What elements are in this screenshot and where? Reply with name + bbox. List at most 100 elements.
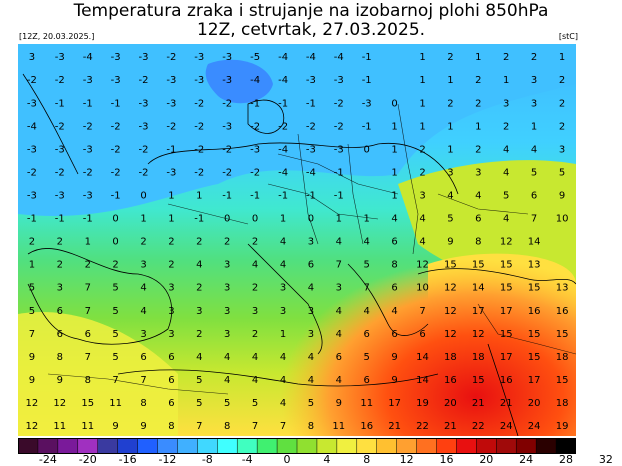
grid-value: 8	[224, 421, 230, 432]
grid-value: -2	[111, 144, 121, 155]
grid-value: 2	[503, 121, 509, 132]
grid-value: 6	[168, 398, 174, 409]
grid-value: 3	[419, 191, 425, 202]
temperature-map: 3 -3 -4 -3 -3 -2 -3 -3 -5 -4 -4 -4 -1 1 2 1 2 2 1-2 -2 -3 -3-…	[18, 44, 576, 436]
grid-value: -3	[111, 52, 121, 63]
grid-value: 1	[168, 191, 174, 202]
grid-value: 19	[416, 398, 429, 409]
grid-value: 9	[29, 352, 35, 363]
grid-value: -1	[278, 191, 288, 202]
grid-value: -1	[334, 191, 344, 202]
grid-value: -2	[334, 121, 344, 132]
grid-value: 4	[419, 237, 425, 248]
grid-value: 4	[280, 375, 286, 386]
grid-value: -4	[278, 167, 288, 178]
grid-value: 17	[500, 352, 513, 363]
grid-value: 4	[308, 375, 314, 386]
grid-value: 15	[528, 352, 541, 363]
grid-value: 14	[416, 352, 429, 363]
color-scale-cell	[296, 438, 318, 454]
grid-value: 2	[419, 167, 425, 178]
grid-value: 3	[224, 260, 230, 271]
grid-value: -1	[111, 98, 121, 109]
color-scale-cell	[496, 438, 517, 454]
grid-value: 2	[252, 283, 258, 294]
grid-value: 6	[531, 191, 537, 202]
grid-value: -4	[83, 52, 93, 63]
grid-value: 3	[29, 52, 35, 63]
grid-value: 3	[308, 329, 314, 340]
color-scale-cell	[57, 438, 79, 454]
grid-value: 0	[252, 214, 258, 225]
grid-value: 1	[559, 52, 565, 63]
grid-value: 2	[196, 329, 202, 340]
color-scale-cell	[137, 438, 159, 454]
grid-value: 2	[252, 329, 258, 340]
grid-value: -1	[250, 191, 260, 202]
grid-value: 4	[447, 191, 453, 202]
grid-value: -4	[27, 121, 37, 132]
grid-value: 15	[500, 260, 513, 271]
grid-value: 2	[29, 237, 35, 248]
grid-value: 16	[556, 306, 569, 317]
grid-value: 1	[85, 237, 91, 248]
grid-value: 4	[475, 191, 481, 202]
color-scale-cell	[117, 438, 139, 454]
grid-value: 6	[391, 329, 397, 340]
grid-value: 2	[475, 144, 481, 155]
grid-value: -2	[111, 121, 121, 132]
unit-label: [stC]	[558, 32, 578, 41]
grid-value: 8	[308, 421, 314, 432]
grid-value: 15	[528, 329, 541, 340]
color-scale-cell	[376, 438, 398, 454]
grid-value: 0	[112, 214, 118, 225]
color-scale-bar	[18, 438, 576, 454]
grid-value: -3	[27, 144, 37, 155]
grid-value: 1	[196, 191, 202, 202]
grid-value: 2	[168, 260, 174, 271]
grid-value: 13	[528, 260, 541, 271]
grid-value: 2	[112, 260, 118, 271]
grid-value: 6	[57, 306, 63, 317]
grid-value: -2	[222, 98, 232, 109]
grid-value: 21	[388, 421, 401, 432]
grid-value: 5	[559, 167, 565, 178]
grid-value: 3	[503, 98, 509, 109]
grid-value: 4	[140, 283, 146, 294]
grid-value: -3	[139, 121, 149, 132]
grid-value: -4	[306, 167, 316, 178]
color-scale-tick-label: -16	[118, 453, 137, 466]
grid-value: 9	[336, 398, 342, 409]
grid-value: 2	[57, 260, 63, 271]
grid-value: 2	[559, 121, 565, 132]
grid-value: 4	[252, 375, 258, 386]
grid-value: 3	[252, 306, 258, 317]
grid-value: 6	[308, 260, 314, 271]
grid-value: 0	[364, 144, 370, 155]
grid-value: 5	[308, 398, 314, 409]
grid-value: -3	[166, 98, 176, 109]
grid-value: 16	[444, 375, 457, 386]
grid-value: 5	[364, 352, 370, 363]
color-scale-tick-label: -24	[38, 453, 57, 466]
grid-value: -3	[27, 98, 37, 109]
map-title-line2: 12Z, cetvrtak, 27.03.2025.	[196, 20, 426, 40]
grid-value: 15	[556, 375, 569, 386]
grid-value: 20	[528, 398, 541, 409]
grid-value: 3	[196, 306, 202, 317]
grid-value: 9	[559, 191, 565, 202]
grid-value: 3	[447, 167, 453, 178]
grid-value: 7	[85, 352, 91, 363]
grid-value: 1	[419, 75, 425, 86]
grid-value: 4	[224, 352, 230, 363]
grid-value: -4	[278, 52, 288, 63]
grid-value: 10	[416, 283, 429, 294]
grid-value: 4	[140, 306, 146, 317]
grid-value: -2	[139, 75, 149, 86]
color-scale-cell	[77, 438, 99, 454]
grid-value: 16	[500, 375, 513, 386]
grid-value: 7	[252, 421, 258, 432]
color-scale-cell	[456, 438, 477, 454]
grid-value: 12	[444, 306, 457, 317]
grid-value: -2	[27, 75, 37, 86]
